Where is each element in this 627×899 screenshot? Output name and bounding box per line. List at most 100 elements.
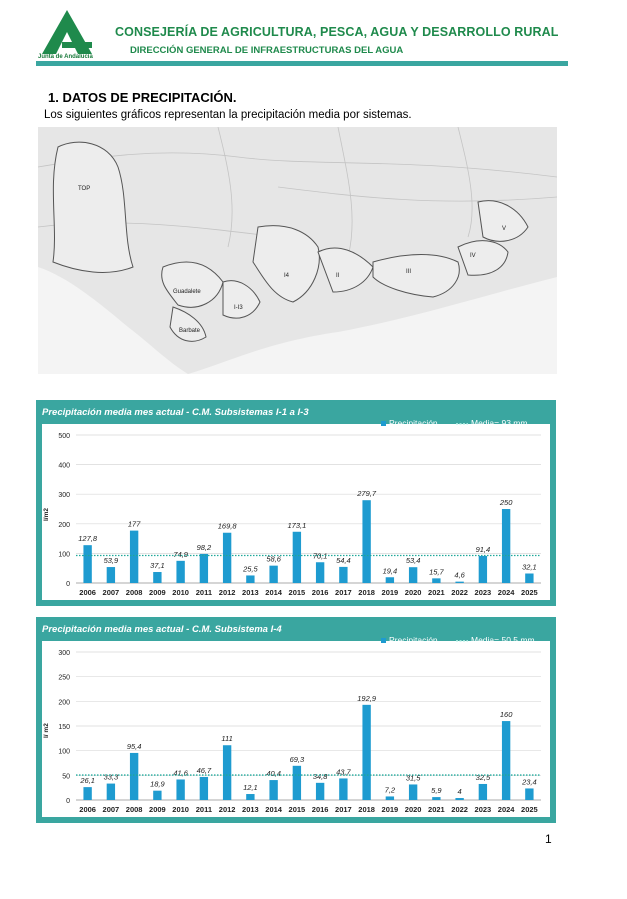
- bar-2021: [432, 797, 441, 800]
- data-label-2021: 15,7: [429, 567, 444, 576]
- bar-2023: [478, 555, 488, 583]
- bar-2006: [83, 787, 92, 800]
- y-tick-label: 0: [66, 798, 70, 805]
- x-tick-label-2012: 2012: [219, 588, 236, 597]
- y-tick-label: 50: [62, 773, 70, 780]
- map-label-top: TOP: [78, 186, 90, 192]
- legend-precip-label: Precipitación: [389, 635, 438, 645]
- x-tick-label-2021: 2021: [428, 805, 445, 814]
- bar-2024: [501, 721, 511, 800]
- x-tick-label-2011: 2011: [196, 588, 212, 597]
- bar-2016: [315, 782, 325, 800]
- data-label-2012: 111: [221, 734, 232, 743]
- data-label-2024: 250: [499, 498, 513, 507]
- map-label-iii: III: [406, 269, 411, 275]
- data-label-2022: 4: [458, 787, 462, 796]
- bar-2025: [525, 788, 534, 800]
- x-tick-label-2025: 2025: [521, 805, 538, 814]
- chart-precip-i4: Precipitación media mes actual - C.M. Su…: [36, 617, 556, 823]
- bar-2010: [176, 560, 185, 583]
- y-tick-label: 300: [58, 492, 70, 499]
- x-tick-label-2019: 2019: [382, 588, 399, 597]
- bar-2011: [199, 553, 209, 583]
- y-tick-label: 150: [58, 724, 70, 731]
- data-label-2022: 4,6: [454, 571, 465, 580]
- y-tick-label: 250: [58, 675, 70, 682]
- legend-mean-label: Media= 93 mm: [471, 418, 527, 428]
- x-tick-label-2010: 2010: [172, 805, 189, 814]
- bar-2009: [153, 572, 162, 583]
- y-tick-label: 100: [58, 749, 70, 756]
- y-tick-label: 0: [66, 581, 70, 588]
- data-label-2013: 25,5: [242, 564, 258, 573]
- bar-2007: [106, 567, 116, 583]
- org-name: CONSEJERÍA DE AGRICULTURA, PESCA, AGUA Y…: [115, 25, 559, 39]
- legend-mean-label: Media= 50,5 mm: [471, 635, 535, 645]
- chart-title: Precipitación media mes actual - C.M. Su…: [42, 624, 282, 635]
- data-label-2011: 46,7: [197, 766, 212, 775]
- bar-2020: [408, 567, 418, 583]
- bar-2019: [385, 796, 395, 800]
- x-tick-label-2020: 2020: [405, 588, 422, 597]
- bar-2025: [525, 573, 534, 583]
- bar-2015: [292, 531, 302, 583]
- data-label-2016: 34,8: [313, 772, 328, 781]
- data-label-2024: 160: [500, 710, 513, 719]
- legend-precip-swatch: [381, 638, 386, 643]
- x-tick-label-2025: 2025: [521, 588, 538, 597]
- map-region-iii: [372, 254, 460, 298]
- bar-2014: [269, 780, 278, 800]
- bar-2021: [432, 578, 441, 583]
- map-region-i3: [222, 280, 261, 319]
- bar-2006: [83, 545, 92, 583]
- map-region-i4: [252, 225, 320, 303]
- bar-2012: [222, 532, 232, 583]
- data-label-2017: 54,4: [336, 556, 351, 565]
- data-label-2007: 53,9: [104, 556, 119, 565]
- y-tick-label: 300: [58, 650, 70, 657]
- bar-2015: [292, 765, 302, 800]
- y-tick-label: 200: [58, 699, 70, 706]
- data-label-2009: 18,9: [150, 780, 165, 789]
- bar-2018: [362, 704, 371, 800]
- x-tick-label-2008: 2008: [126, 805, 143, 814]
- data-label-2009: 37,1: [150, 561, 165, 570]
- org-department: DIRECCIÓN GENERAL DE INFRAESTRUCTURAS DE…: [130, 45, 404, 56]
- data-label-2017: 43,7: [336, 767, 351, 776]
- data-label-2025: 32,1: [522, 562, 537, 571]
- x-tick-label-2018: 2018: [358, 588, 375, 597]
- data-label-2018: 192,9: [357, 694, 377, 703]
- x-tick-label-2019: 2019: [382, 805, 399, 814]
- y-tick-label: 200: [58, 522, 70, 529]
- andalucia-systems-map: TOP I4 II III IV V Guadalete Barbate I-I…: [38, 127, 557, 374]
- bar-2020: [408, 784, 418, 800]
- x-tick-label-2015: 2015: [289, 805, 306, 814]
- chart1-svg: Precipitación media mes actual - C.M. Su…: [42, 407, 550, 600]
- x-tick-label-2006: 2006: [79, 805, 96, 814]
- x-tick-label-2017: 2017: [335, 805, 352, 814]
- data-label-2006: 127,8: [78, 534, 98, 543]
- data-label-2018: 279,7: [356, 489, 377, 498]
- chart-precip-i1-i3: Precipitación media mes actual - C.M. Su…: [36, 400, 556, 606]
- x-tick-label-2009: 2009: [149, 805, 166, 814]
- bar-2009: [153, 790, 162, 800]
- data-label-2025: 23,4: [521, 777, 537, 786]
- bar-2008: [129, 530, 139, 583]
- x-tick-label-2018: 2018: [358, 805, 375, 814]
- x-tick-label-2013: 2013: [242, 588, 259, 597]
- y-axis-label: l/ m2: [43, 723, 50, 738]
- x-tick-label-2022: 2022: [451, 805, 468, 814]
- x-tick-label-2007: 2007: [103, 805, 120, 814]
- data-label-2020: 53,4: [406, 556, 421, 565]
- data-label-2006: 26,1: [79, 776, 95, 785]
- section-title: 1. DATOS DE PRECIPITACIÓN.: [48, 90, 237, 105]
- data-label-2015: 173,1: [287, 521, 306, 530]
- bar-2012: [222, 745, 232, 800]
- x-tick-label-2023: 2023: [475, 805, 492, 814]
- x-tick-label-2016: 2016: [312, 588, 329, 597]
- bar-2013: [246, 575, 255, 583]
- data-label-2010: 41,6: [173, 768, 188, 777]
- header-rule: [36, 61, 568, 66]
- x-tick-label-2011: 2011: [196, 805, 212, 814]
- x-tick-label-2024: 2024: [498, 588, 516, 597]
